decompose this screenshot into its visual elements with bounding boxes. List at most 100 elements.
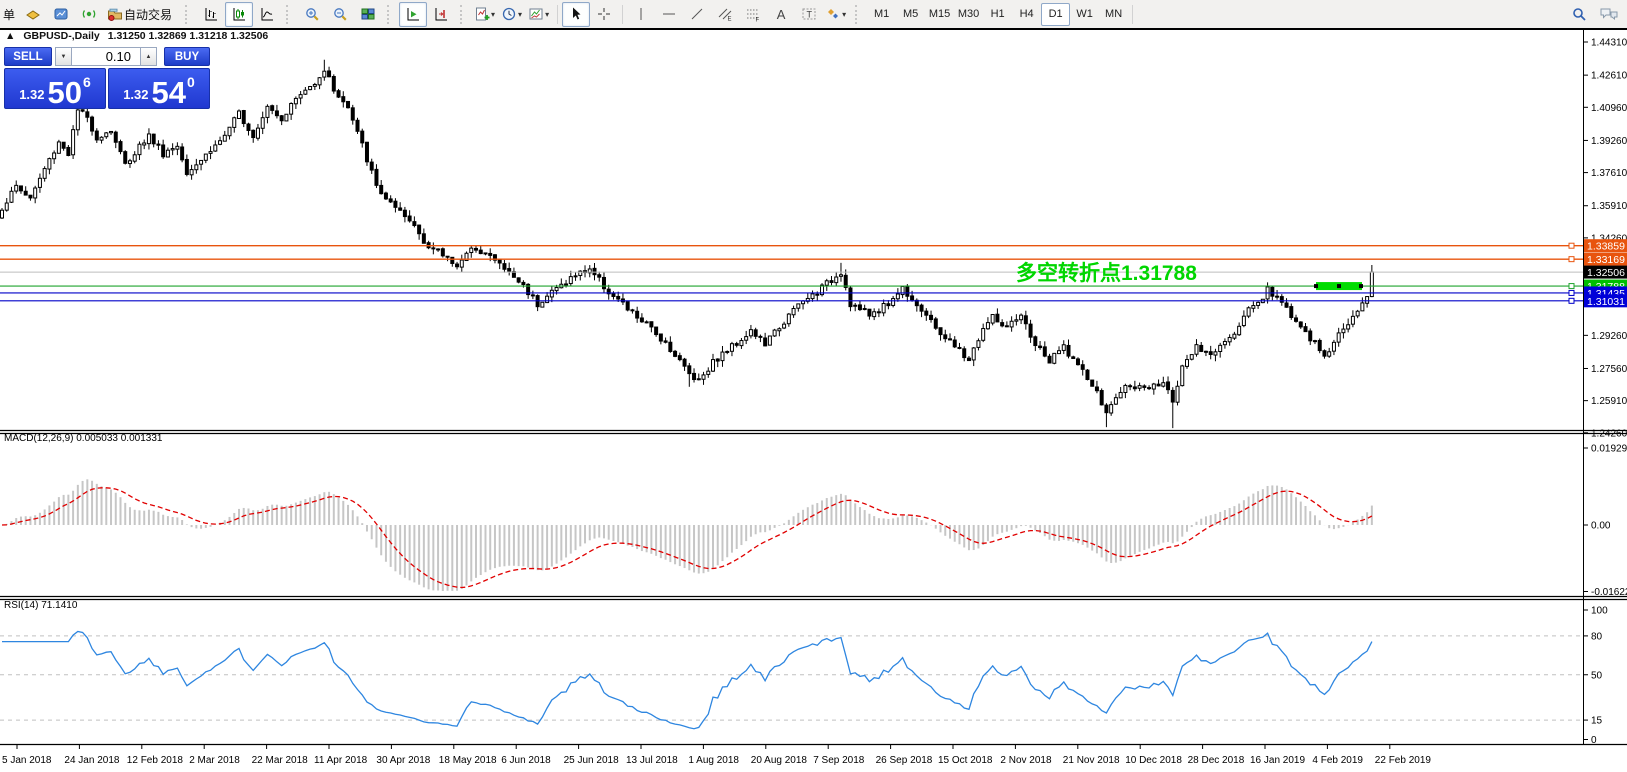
bar-chart-button[interactable] [197,2,225,27]
new-order-icon [26,10,40,20]
clock-icon [502,7,516,21]
selection-handle[interactable] [1359,284,1363,289]
sell-price-display[interactable]: 1.32 50 6 [4,68,106,109]
zoom-in-icon [306,8,319,21]
price-tag-label: 1.32506 [1587,267,1625,279]
channel-tool-button[interactable]: E [711,2,739,27]
toolbar-separator [557,4,559,24]
timeframe-button-m30[interactable]: M30 [957,8,980,20]
macd-signal-line [1,487,1373,589]
line-endpoint-marker [1568,283,1575,290]
toolbar-grip [460,4,468,24]
horizontal-line-tool-button[interactable] [655,2,683,27]
svg-text:T: T [807,10,813,20]
autotrading-icon [108,8,123,21]
selection-handle[interactable] [1337,284,1341,289]
candles [0,59,1374,429]
timeframe-button-m5[interactable]: M5 [902,8,919,20]
price-tick-label: 1.42610 [1591,71,1627,82]
volume-decrease-button[interactable]: ▼ [55,47,72,66]
toolbar: 单 自动交易 [0,0,1627,28]
vertical-line-tool-button[interactable] [627,2,655,27]
price-tick-label: 1.25910 [1591,396,1627,407]
label-tool-button[interactable]: T [795,2,823,27]
date-label: 13 Jul 2018 [626,755,678,766]
collapse-icon[interactable]: ▲ [5,30,16,42]
turning-point-annotation[interactable]: 多空转折点1.31788 [1016,262,1197,285]
trendline-tool-button[interactable] [683,2,711,27]
tile-windows-button[interactable] [354,2,382,27]
timeframe-group: M1 M5 M15 M30 H1 H4 D1 W1 MN [867,2,1128,26]
timeframe-button-h4[interactable]: H4 [1019,8,1034,20]
chart-window-button[interactable] [47,2,75,27]
candlestick-chart-icon [233,8,246,21]
price-tag-label: 1.31031 [1587,296,1625,308]
price-tick-label: 1.34260 [1591,233,1627,244]
rsi-tick-label: 80 [1591,631,1603,642]
zoom-out-icon [334,8,347,21]
date-label: 24 Jan 2018 [64,755,119,766]
templates-button[interactable]: ▾ [526,2,553,27]
timeframe-button-m1[interactable]: M1 [873,8,890,20]
timeframe-button-d1[interactable]: D1 [1041,2,1071,26]
line-chart-icon [261,8,274,21]
text-tool-icon: A [776,6,786,22]
buy-button[interactable]: BUY [164,47,210,66]
volume-increase-button[interactable]: ▲ [140,47,157,66]
buy-price-display[interactable]: 1.32 54 0 [108,68,210,109]
toolbar-separator [622,4,624,24]
price-tick-label: 1.44310 [1591,38,1627,49]
price-tag [1584,239,1627,253]
rsi-tick-label: 50 [1591,670,1603,681]
sell-button[interactable]: SELL [4,47,52,66]
rsi-panel [0,630,1583,730]
vertical-line-icon [640,8,642,20]
price-tag [1584,265,1627,279]
date-label: 18 May 2018 [439,755,497,766]
sell-price-big: 50 [47,74,82,110]
volume-input[interactable]: 0.10 [72,47,140,66]
text-label-icon: T [802,8,816,20]
price-tag-label: 1.33169 [1587,254,1625,266]
date-label: 5 Jan 2018 [2,755,52,766]
connection-button[interactable] [75,2,103,27]
rsi-tick-label: 0 [1591,735,1597,746]
autotrading-button[interactable]: 自动交易 [103,2,180,27]
date-label: 7 Sep 2018 [813,755,865,766]
dropdown-arrow-icon: ▾ [491,9,496,19]
new-order-button[interactable] [19,2,47,27]
arrows-tool-button[interactable]: ▾ [823,2,850,27]
search-button[interactable] [1565,2,1593,27]
price-tick-label: 1.24260 [1591,428,1627,439]
date-label: 16 Jan 2019 [1250,755,1305,766]
macd-tick-label: 0.019292 [1591,444,1627,455]
line-chart-button[interactable] [253,2,281,27]
chat-button[interactable] [1593,2,1625,27]
price-chart[interactable]: 1.44310 1.42610 1.40960 1.39260 1.37610 1.359… [0,28,1627,772]
crosshair-tool-button[interactable] [590,2,618,27]
text-tool-button[interactable]: A [767,2,795,27]
rsi-tick-label: 15 [1591,716,1603,727]
menu-label-partial[interactable]: 单 [3,7,16,22]
auto-scroll-button[interactable] [399,1,428,27]
line-endpoint-marker [1568,297,1575,304]
zoom-out-button[interactable] [326,2,354,27]
candlestick-chart-button[interactable] [225,1,254,27]
svg-text:F: F [756,18,760,23]
timeframe-button-m15[interactable]: M15 [928,8,951,20]
toolbar-separator [1132,4,1134,24]
date-label: 10 Dec 2018 [1125,755,1182,766]
cursor-tool-button[interactable] [562,1,591,27]
price-tag [1584,252,1627,266]
chart-shift-button[interactable] [427,2,455,27]
crosshair-icon [598,8,611,20]
zoom-in-button[interactable] [298,2,326,27]
periods-button[interactable]: ▾ [499,2,526,27]
timeframe-button-mn[interactable]: MN [1105,8,1123,20]
selection-handle[interactable] [1314,284,1318,289]
date-label: 21 Nov 2018 [1063,755,1120,766]
indicators-button[interactable]: ▾ [472,2,499,27]
fibonacci-tool-button[interactable]: F [739,2,767,27]
timeframe-button-h1[interactable]: H1 [990,8,1005,20]
timeframe-button-w1[interactable]: W1 [1076,8,1093,20]
